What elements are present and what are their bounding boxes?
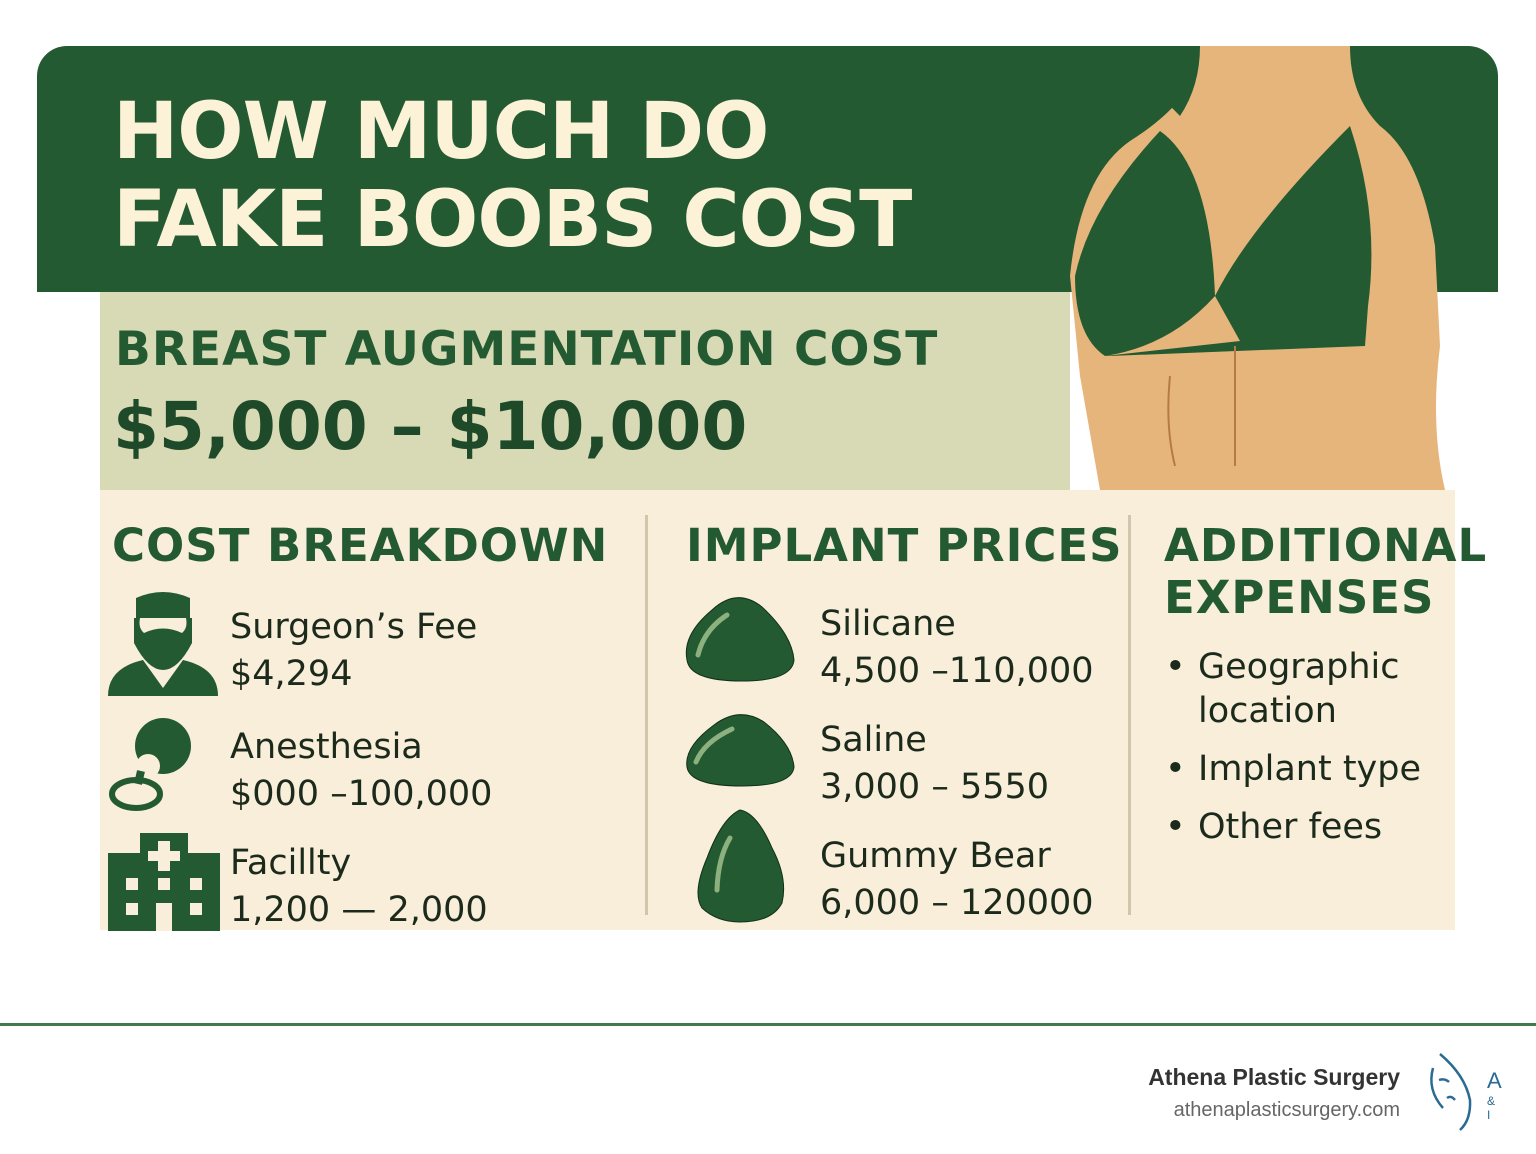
- cost-item-label: Anesthesia: [230, 727, 423, 767]
- implant-item-value: 4,500 –110,000: [820, 651, 1094, 691]
- cost-item-label: Surgeon’s Fee: [230, 607, 478, 647]
- implant-item: Gummy Bear 6,000 – 120000: [820, 833, 1094, 927]
- cost-breakdown-heading: COST BREAKDOWN: [112, 519, 609, 572]
- title-line-1: HOW MUCH DO: [113, 87, 769, 177]
- additional-expenses-heading: ADDITIONAL EXPENSES: [1164, 520, 1487, 624]
- footer-divider: [0, 1023, 1536, 1026]
- summary-label: BREAST AUGMENTATION COST: [115, 322, 939, 377]
- cost-item: Surgeon’s Fee $4,294: [230, 604, 477, 698]
- implant-item-label: Saline: [820, 720, 927, 760]
- implant-prices-heading: IMPLANT PRICES: [686, 519, 1123, 572]
- logo-text: A: [1487, 1068, 1502, 1093]
- heading-line-1: ADDITIONAL: [1164, 519, 1488, 572]
- teardrop-implant-icon: [697, 809, 785, 923]
- cost-item-value: 1,200 — 2,000: [230, 890, 488, 930]
- anesthesia-mask-icon: [109, 718, 191, 811]
- implant-icon: [685, 597, 795, 682]
- additional-expenses-list: Geographic location Implant type Other f…: [1165, 645, 1455, 863]
- list-item: Implant type: [1165, 747, 1455, 791]
- implant-item-label: Gummy Bear: [820, 836, 1051, 876]
- title-line-2: FAKE BOOBS COST: [113, 175, 912, 265]
- surgeon-icon: [108, 592, 218, 696]
- cost-item-label: Facillty: [230, 843, 352, 883]
- page-title: HOW MUCH DO FAKE BOOBS COST: [113, 87, 912, 265]
- column-divider: [1128, 515, 1131, 915]
- implant-item-value: 3,000 – 5550: [820, 767, 1050, 807]
- heading-line-2: EXPENSES: [1164, 571, 1435, 624]
- cost-item-value: $4,294: [230, 654, 353, 694]
- list-item: Other fees: [1165, 805, 1455, 849]
- hospital-icon: [108, 833, 220, 931]
- implant-item-label: Silicane: [820, 604, 956, 644]
- list-item: Geographic location: [1165, 645, 1455, 733]
- brand-url[interactable]: athenaplasticsurgery.com: [1173, 1099, 1400, 1121]
- implant-item-value: 6,000 – 120000: [820, 883, 1094, 923]
- logo-subtext: & I: [1487, 1094, 1496, 1122]
- footer-brand: Athena Plastic Surgery athenaplasticsurg…: [1148, 1064, 1400, 1122]
- summary-range: $5,000 – $10,000: [113, 388, 748, 465]
- implant-icon: [686, 714, 795, 787]
- column-divider: [645, 515, 648, 915]
- cost-item-value: $000 –100,000: [230, 774, 493, 814]
- implant-item: Silicane 4,500 –110,000: [820, 601, 1094, 695]
- torso-illustration: [1070, 46, 1445, 490]
- face-logo-icon: [1430, 1053, 1472, 1131]
- cost-item: Anesthesia $000 –100,000: [230, 724, 492, 818]
- brand-name: Athena Plastic Surgery: [1148, 1064, 1400, 1090]
- implant-item: Saline 3,000 – 5550: [820, 717, 1049, 811]
- cost-item: Facillty 1,200 — 2,000: [230, 840, 488, 934]
- summary-band: [100, 292, 1070, 490]
